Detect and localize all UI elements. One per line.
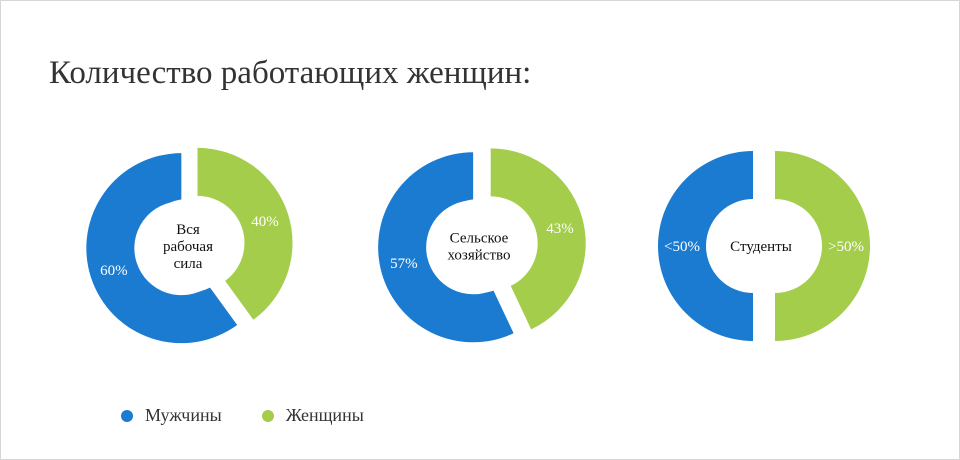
chart-title: Количество работающих женщин:	[49, 55, 532, 91]
data-label-women-3: >50%	[828, 239, 864, 255]
data-label-women-1: 40%	[251, 214, 279, 230]
slice-men-3	[658, 151, 753, 341]
center-label-2-line-2: хозяйство	[448, 248, 511, 264]
donut-chart-3: <50% >50% Студенты	[658, 151, 870, 341]
donut-hole-1	[141, 199, 235, 293]
legend-label-women: Женщины	[285, 405, 364, 425]
legend-item-women: Женщины	[261, 405, 364, 426]
data-label-men-1: 60%	[100, 263, 128, 279]
data-label-men-2: 57%	[390, 256, 418, 272]
legend-item-men: Мужчины	[121, 405, 222, 426]
legend: Мужчины Женщины	[121, 405, 364, 426]
slice-women-1	[197, 147, 293, 320]
slice-women-3	[775, 151, 870, 341]
donut-hole-2	[432, 199, 526, 293]
donut-hole-3	[714, 199, 808, 293]
data-label-women-2: 43%	[546, 221, 574, 237]
legend-swatch-women	[261, 409, 274, 422]
center-label-3-line-1: Студенты	[730, 239, 792, 255]
legend-swatch-men	[121, 409, 133, 422]
slice-women-2	[490, 148, 586, 330]
slice-men-1	[86, 153, 238, 344]
center-label-1-line-2: рабочая	[163, 239, 213, 255]
data-label-men-3: <50%	[664, 239, 700, 255]
legend-label-men: Мужчины	[145, 405, 222, 425]
center-label-1-line-1: Вся	[176, 222, 200, 238]
center-label-2-line-1: Сельское	[450, 231, 509, 247]
slice-men-2	[378, 152, 514, 343]
center-label-1-line-3: сила	[174, 256, 203, 272]
